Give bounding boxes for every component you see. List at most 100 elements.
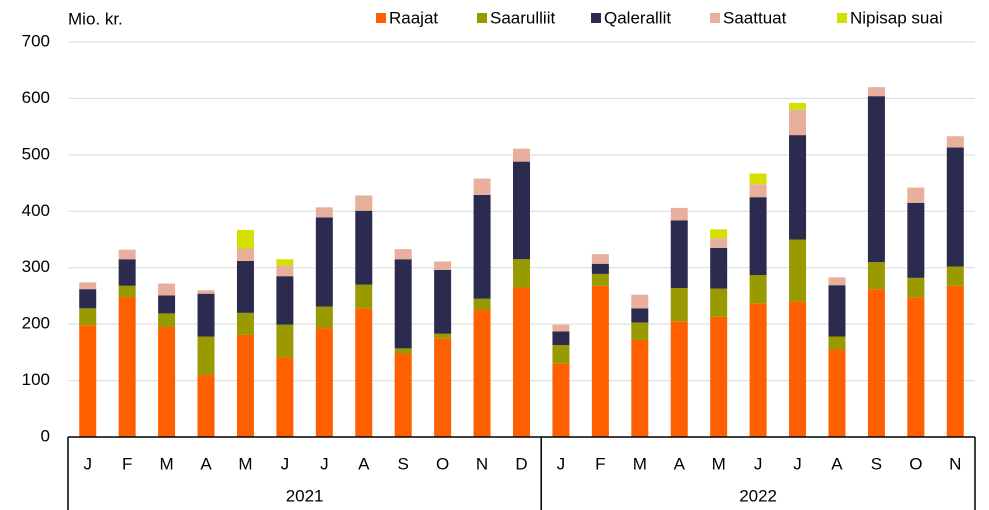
x-tick-label: N [476, 454, 488, 473]
bar-segment [355, 308, 373, 437]
axis-label: Mio. kr. [68, 9, 123, 28]
x-tick-label: A [358, 454, 370, 473]
legend-swatch [837, 13, 847, 23]
bar-segment [276, 259, 294, 266]
bar-segment [473, 298, 491, 311]
x-tick-label: O [436, 454, 449, 473]
bar-segment [197, 374, 215, 437]
bar-segment [591, 254, 609, 264]
bar-segment [867, 96, 885, 263]
x-tick-label: M [160, 454, 174, 473]
bar-segment [79, 282, 97, 290]
legend-swatch [477, 13, 487, 23]
y-tick-label: 400 [22, 201, 50, 220]
bar-segment [946, 285, 964, 437]
bar-segment [710, 316, 728, 437]
x-tick-label: A [831, 454, 843, 473]
bar-segment [236, 312, 254, 335]
x-tick-label: F [122, 454, 132, 473]
legend-label: Qalerallit [604, 8, 671, 27]
bar-segment [552, 331, 570, 346]
bar-segment [631, 339, 649, 437]
bar-segment [197, 336, 215, 375]
bar-segment [710, 247, 728, 289]
x-tick-label: D [515, 454, 527, 473]
bar-segment [394, 348, 412, 354]
x-tick-label: N [949, 454, 961, 473]
x-tick-label: J [754, 454, 763, 473]
group-label: 2022 [739, 486, 777, 505]
legend-swatch [591, 13, 601, 23]
bar-segment [79, 325, 97, 437]
x-tick-label: J [281, 454, 290, 473]
bar-segment [591, 273, 609, 286]
x-tick-label: M [712, 454, 726, 473]
bar-segment [434, 261, 452, 270]
bar-segment [236, 334, 254, 437]
bar-segment [710, 238, 728, 248]
bar-segment [631, 294, 649, 309]
bar-segment [828, 285, 846, 337]
bar-segment [473, 310, 491, 437]
bar-segment [394, 353, 412, 437]
bar-segment [631, 308, 649, 323]
bar-segment [473, 178, 491, 195]
bar-segment [828, 349, 846, 437]
bar-segment [867, 262, 885, 290]
x-tick-label: A [200, 454, 212, 473]
legend-label: Saarulliit [490, 8, 555, 27]
legend-label: Raajat [389, 8, 438, 27]
bar-segment [158, 295, 176, 314]
bar-segment [828, 277, 846, 286]
bar-segment [513, 161, 530, 260]
x-tick-label: S [871, 454, 882, 473]
x-tick-label: O [909, 454, 922, 473]
y-tick-label: 100 [22, 370, 50, 389]
bar-segment [355, 195, 373, 211]
x-tick-label: A [674, 454, 686, 473]
bar-segment [434, 338, 452, 437]
bar-segment [867, 289, 885, 437]
bar-segment [907, 187, 925, 203]
bar-segment [907, 202, 925, 278]
y-tick-label: 0 [41, 426, 50, 445]
x-tick-label: J [557, 454, 566, 473]
bar-segment [670, 220, 688, 289]
bar-segment [749, 184, 767, 198]
bar-segment [513, 148, 530, 162]
bar-segment [276, 276, 294, 325]
bar-segment [749, 303, 767, 437]
bar-segment [789, 135, 807, 240]
bar-segment [789, 239, 807, 302]
x-tick-label: J [793, 454, 802, 473]
bar-segment [552, 324, 570, 332]
bar-segment [158, 313, 176, 327]
y-tick-label: 700 [22, 31, 50, 50]
bar-segment [591, 263, 609, 274]
legend-swatch [710, 13, 720, 23]
bar-segment [710, 288, 728, 317]
bar-segment [315, 306, 333, 329]
bar-segment [552, 363, 570, 437]
bar-segment [118, 249, 136, 260]
x-tick-label: F [595, 454, 605, 473]
bar-segment [79, 308, 97, 326]
bar-segment [158, 283, 176, 296]
bar-segment [907, 297, 925, 437]
bar-segment [749, 275, 767, 304]
bar-segment [118, 297, 136, 437]
bar-segment [946, 266, 964, 286]
x-tick-label: M [633, 454, 647, 473]
bar-segment [355, 284, 373, 309]
legend-swatch [376, 13, 386, 23]
bar-segment [236, 229, 254, 249]
bar-segment [789, 102, 807, 110]
bar-segment [513, 287, 530, 437]
bar-segment [907, 277, 925, 298]
bar-segment [631, 322, 649, 340]
bar-segment [513, 259, 530, 288]
bar-segment [828, 336, 846, 350]
x-tick-label: J [83, 454, 92, 473]
y-tick-label: 200 [22, 314, 50, 333]
